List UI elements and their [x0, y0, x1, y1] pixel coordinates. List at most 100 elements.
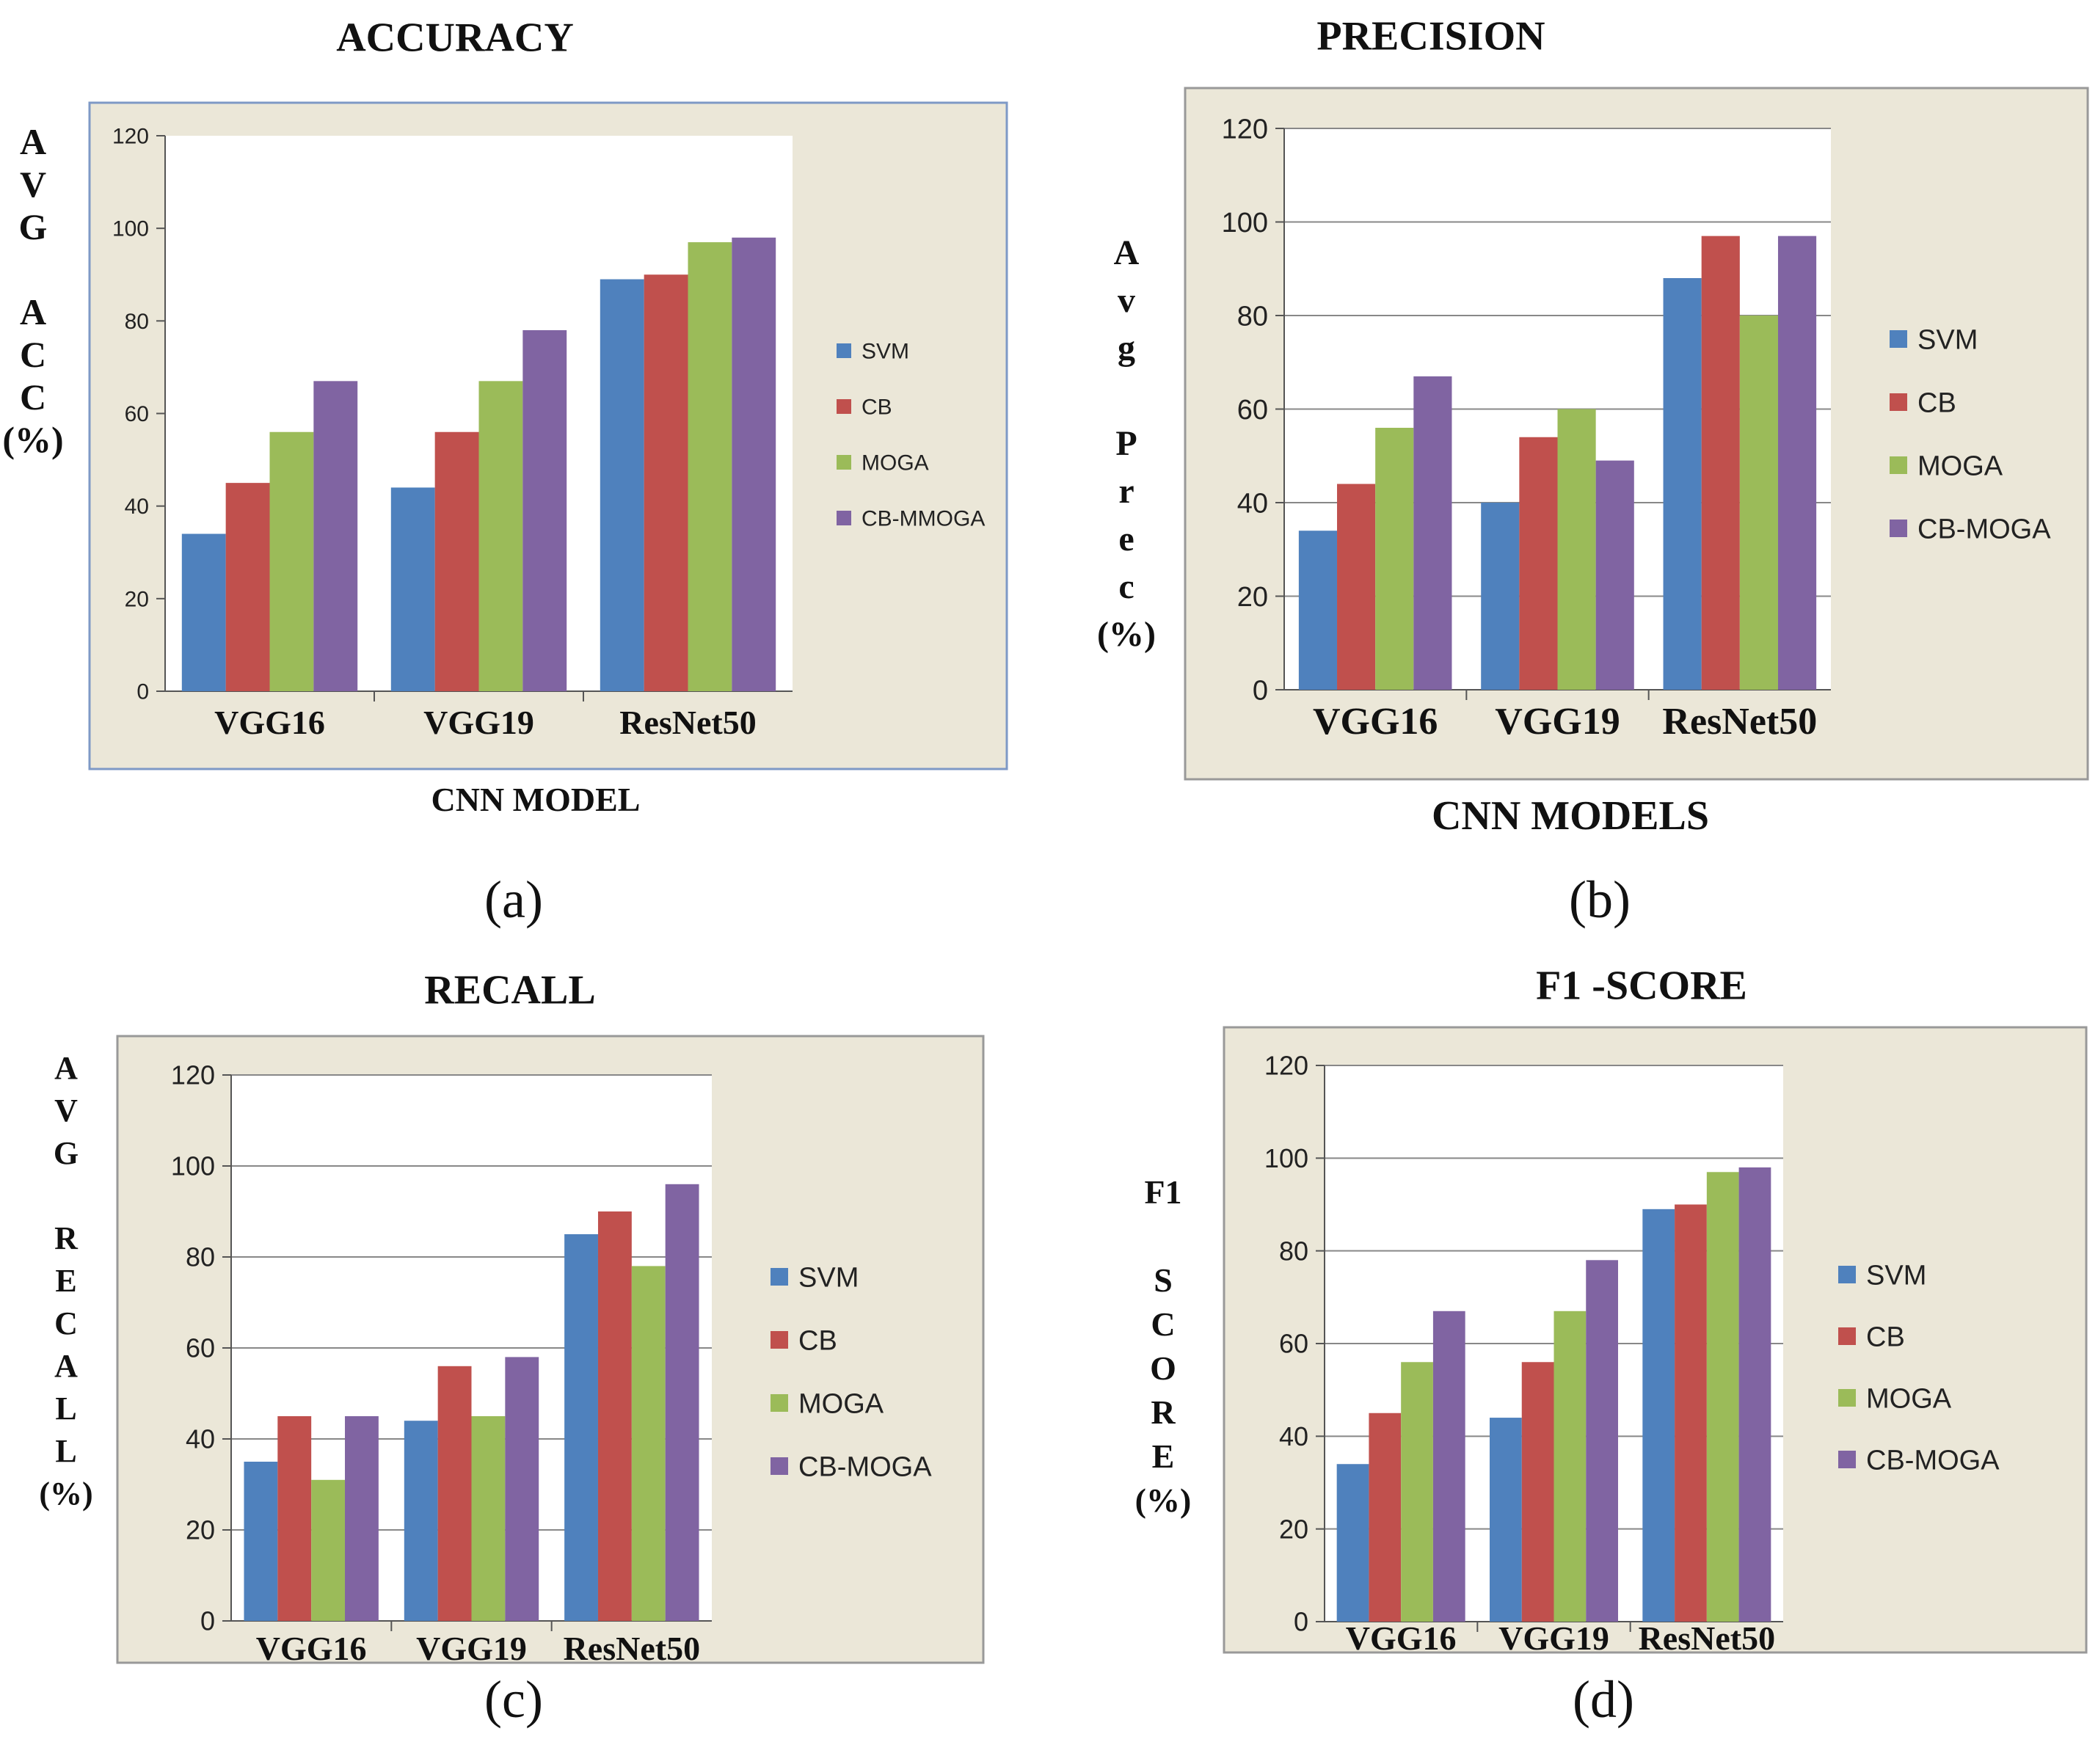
bar-resnet50-cb-moga — [1738, 1167, 1771, 1622]
y-axis-label-char: G — [54, 1135, 79, 1171]
legend-swatch-svm — [1838, 1266, 1856, 1283]
y-tick-label: 40 — [186, 1424, 215, 1454]
x-category-label: ResNet50 — [564, 1630, 701, 1667]
panel-label: (a) — [484, 870, 543, 929]
y-axis-label-char: (%) — [1135, 1481, 1192, 1519]
bar-resnet50-moga — [1706, 1172, 1739, 1622]
x-category-label: VGG16 — [1313, 701, 1438, 743]
y-axis-label-char: g — [1118, 329, 1135, 368]
y-axis-label-char: F1 — [1144, 1173, 1181, 1211]
bar-vgg16-cb-moga — [345, 1416, 379, 1621]
bar-vgg16-moga — [311, 1479, 346, 1621]
x-category-label: VGG19 — [1495, 701, 1620, 743]
bar-vgg19-cb — [437, 1366, 472, 1621]
y-tick-label: 20 — [1279, 1514, 1308, 1544]
y-axis-label-char: A — [1114, 233, 1140, 272]
legend-swatch-moga — [837, 455, 851, 470]
legend-swatch-moga — [1838, 1389, 1856, 1407]
y-tick-label: 100 — [171, 1151, 215, 1181]
bar-vgg19-svm — [404, 1421, 438, 1621]
bar-resnet50-cb — [597, 1211, 632, 1621]
bar-vgg16-cb — [1369, 1413, 1402, 1622]
x-category-label: ResNet50 — [1639, 1619, 1776, 1657]
y-axis-label-char: R — [54, 1220, 79, 1256]
legend-label: MOGA — [862, 451, 929, 475]
bar-vgg16-cb-mmoga — [313, 381, 358, 691]
bar-vgg19-cb-mmoga — [522, 329, 567, 691]
y-axis-label-char: G — [19, 206, 48, 247]
bar-vgg19-svm — [1490, 1418, 1522, 1622]
bar-vgg19-cb-moga — [1586, 1260, 1618, 1622]
bar-vgg16-svm — [244, 1462, 278, 1621]
x-category-label: VGG16 — [1346, 1619, 1457, 1657]
y-tick-label: 100 — [112, 217, 149, 241]
y-tick-label: 80 — [186, 1242, 215, 1272]
y-axis-label-char: A — [54, 1348, 78, 1384]
y-tick-label: 0 — [1294, 1607, 1308, 1637]
y-axis-label-char: P — [1115, 424, 1137, 463]
bar-vgg19-cb — [1519, 437, 1558, 690]
bar-resnet50-moga — [688, 242, 732, 691]
panel-label: (c) — [484, 1670, 543, 1729]
y-axis-label-char: C — [54, 1305, 78, 1341]
y-axis-label-char: (%) — [2, 419, 63, 460]
y-tick-label: 0 — [1253, 675, 1268, 706]
y-axis-label-char: v — [1118, 281, 1135, 320]
legend-swatch-svm — [1890, 330, 1907, 348]
bar-resnet50-moga — [631, 1266, 666, 1621]
legend-label: MOGA — [1917, 451, 2003, 481]
legend-label: CB — [1917, 387, 1956, 418]
bar-vgg19-moga — [471, 1416, 506, 1621]
bar-vgg19-cb-moga — [505, 1357, 539, 1621]
chart-title: PRECISION — [1316, 14, 1545, 59]
y-tick-label: 120 — [1264, 1051, 1308, 1081]
y-tick-label: 100 — [1222, 208, 1268, 238]
legend-swatch-moga — [771, 1394, 788, 1412]
y-axis-label-char: e — [1118, 520, 1134, 558]
legend-swatch-cb — [837, 399, 851, 414]
legend-label: MOGA — [798, 1388, 884, 1419]
bar-resnet50-cb — [1675, 1204, 1707, 1622]
y-axis-label-char: S — [1154, 1261, 1173, 1299]
x-category-label: VGG16 — [256, 1630, 367, 1667]
legend-swatch-svm — [837, 343, 851, 358]
x-category-label: VGG19 — [1498, 1619, 1609, 1657]
legend-label: MOGA — [1866, 1383, 1952, 1414]
y-axis-label-char: R — [1151, 1393, 1176, 1431]
x-category-label: ResNet50 — [1662, 701, 1817, 743]
bar-resnet50-svm — [600, 279, 644, 691]
legend-label: CB-MMOGA — [862, 507, 985, 531]
y-axis-label-char: C — [20, 334, 46, 375]
legend-swatch-cb-mmoga — [837, 511, 851, 525]
bar-vgg16-cb — [225, 483, 270, 691]
bar-resnet50-cb — [644, 274, 688, 691]
bar-vgg19-moga — [478, 381, 523, 691]
chart-title: F1 -SCORE — [1536, 963, 1747, 1009]
y-tick-label: 60 — [1279, 1329, 1308, 1359]
chart-a: 0 20 40 60 80 100 120 VGG16 VGG19 ResNet50 ACCURAC… — [2, 15, 1008, 929]
y-axis-label-char: A — [54, 1050, 78, 1086]
legend-label: CB-MOGA — [798, 1451, 932, 1482]
legend-label: CB — [798, 1325, 837, 1356]
legend-label: CB-MOGA — [1866, 1445, 2000, 1476]
y-tick-label: 20 — [1237, 582, 1268, 613]
bar-vgg16-svm — [1336, 1464, 1369, 1622]
y-axis-label-char: C — [1151, 1305, 1175, 1343]
y-tick-label: 80 — [125, 310, 149, 334]
bar-resnet50-cb-mmoga — [732, 237, 776, 691]
y-tick-label: 120 — [171, 1060, 215, 1090]
legend-label: CB — [862, 396, 892, 420]
y-tick-label: 0 — [136, 680, 149, 704]
bar-resnet50-svm — [564, 1234, 598, 1621]
x-category-label: VGG19 — [416, 1630, 527, 1667]
bar-vgg19-cb — [434, 431, 479, 691]
bar-resnet50-cb-moga — [665, 1184, 699, 1621]
y-axis-label-char: (%) — [39, 1476, 92, 1512]
legend-label: CB — [1866, 1322, 1905, 1352]
y-tick-label: 100 — [1264, 1143, 1308, 1173]
y-axis-label-char: E — [55, 1263, 76, 1299]
y-axis-label-char: O — [1150, 1349, 1176, 1387]
bar-vgg16-cb — [277, 1416, 312, 1621]
y-axis-label-char: (%) — [1097, 615, 1156, 654]
y-tick-label: 60 — [125, 402, 149, 426]
